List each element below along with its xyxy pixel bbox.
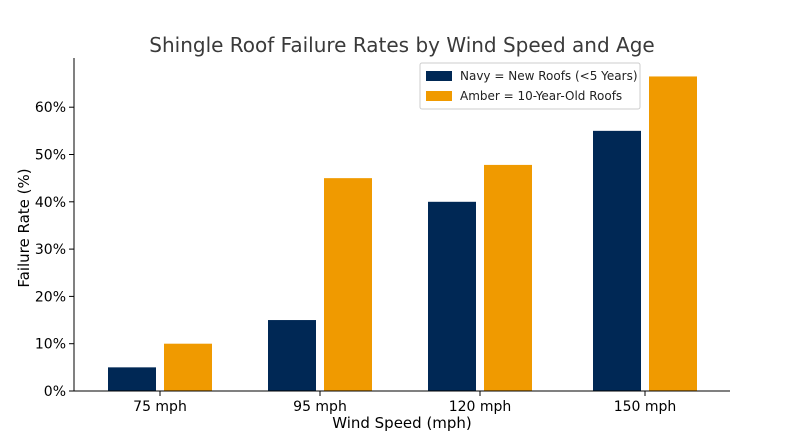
legend-label-new-roofs: Navy = New Roofs (<5 Years) xyxy=(460,69,638,83)
bar-new-95-mph xyxy=(268,320,316,391)
y-tick-label: 50% xyxy=(35,148,66,164)
bar-old-120-mph xyxy=(484,164,532,391)
bar-old-150-mph xyxy=(649,76,697,391)
tick-group: 75 mph 95 mph 120 mph 150 mph 0% 10% 20% 30% 40%… xyxy=(35,100,676,415)
x-tick-label: 75 mph xyxy=(133,399,187,415)
x-axis-label: Wind Speed (mph) xyxy=(332,414,472,432)
legend-swatch-amber xyxy=(426,91,452,101)
bar-new-120-mph xyxy=(428,201,476,391)
y-axis-label: Failure Rate (%) xyxy=(15,168,33,287)
chart-title: Shingle Roof Failure Rates by Wind Speed… xyxy=(149,33,654,57)
y-tick-label: 0% xyxy=(44,384,66,400)
y-tick-label: 20% xyxy=(35,289,66,305)
x-tick-label: 120 mph xyxy=(449,399,512,415)
bar-old-95-mph xyxy=(324,178,372,391)
y-tick-label: 30% xyxy=(35,242,66,258)
y-tick-label: 10% xyxy=(35,337,66,353)
bar-new-150-mph xyxy=(593,130,641,391)
x-tick-label: 95 mph xyxy=(293,399,347,415)
legend: Navy = New Roofs (<5 Years) Amber = 10-Y… xyxy=(419,62,641,110)
legend-swatch-navy xyxy=(426,71,452,81)
y-tick-label: 60% xyxy=(35,100,66,116)
bar-group xyxy=(108,76,697,391)
x-tick-label: 150 mph xyxy=(614,399,677,415)
bar-new-75-mph xyxy=(108,367,156,391)
y-tick-label: 40% xyxy=(35,195,66,211)
legend-box xyxy=(419,62,641,110)
legend-label-old-roofs: Amber = 10-Year-Old Roofs xyxy=(460,89,622,103)
bar-old-75-mph xyxy=(164,343,212,391)
